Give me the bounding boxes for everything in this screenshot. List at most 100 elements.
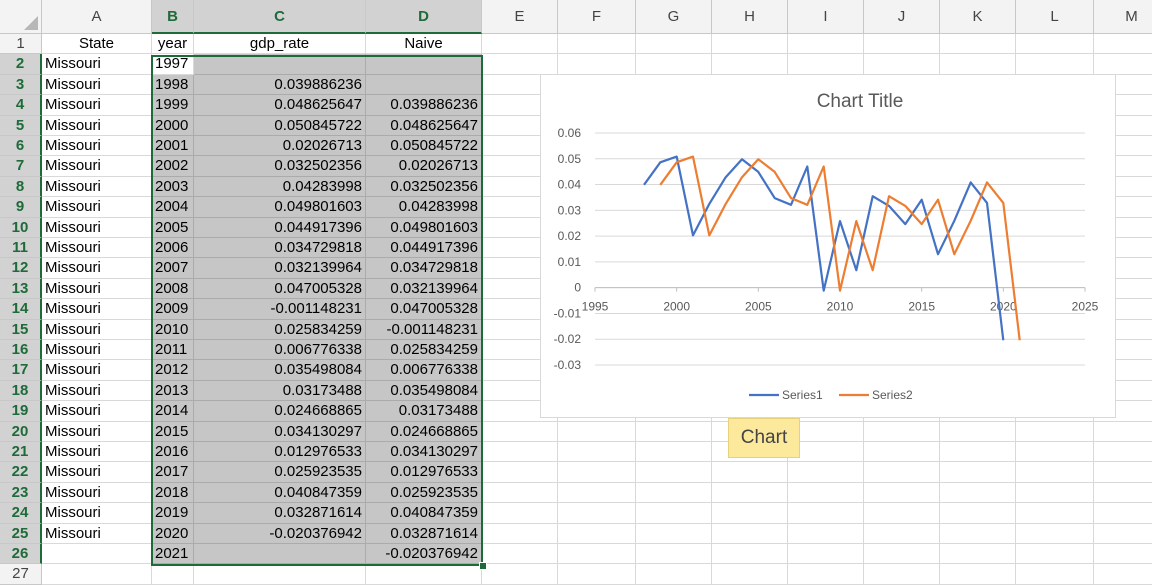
cell-e22[interactable] — [482, 462, 558, 483]
column-header-m[interactable]: M — [1094, 0, 1152, 34]
cell-d3[interactable] — [366, 74, 482, 96]
cell-c19[interactable]: 0.024668865 — [194, 401, 366, 422]
column-header-b[interactable]: B — [152, 0, 194, 34]
cell-k23[interactable] — [940, 482, 1016, 504]
cell-f20[interactable] — [558, 421, 636, 442]
cell-k20[interactable] — [940, 421, 1016, 442]
cell-g2[interactable] — [636, 54, 712, 75]
column-header-j[interactable]: J — [864, 0, 940, 34]
cell-e20[interactable] — [482, 421, 558, 442]
row-header-1[interactable]: 1 — [0, 34, 42, 55]
cell-d17[interactable]: 0.006776338 — [366, 360, 482, 381]
cell-m7[interactable] — [1094, 156, 1152, 177]
cell-l20[interactable] — [1016, 421, 1094, 442]
cell-j22[interactable] — [864, 462, 940, 483]
cell-a25[interactable]: Missouri — [42, 523, 152, 544]
cell-j23[interactable] — [864, 482, 940, 504]
cell-f2[interactable] — [558, 54, 636, 75]
cell-i26[interactable] — [788, 544, 864, 565]
cell-g21[interactable] — [636, 442, 712, 463]
cell-m9[interactable] — [1094, 197, 1152, 218]
cell-b15[interactable]: 2010 — [152, 319, 194, 340]
cell-a17[interactable]: Missouri — [42, 360, 152, 381]
fill-handle[interactable] — [479, 562, 487, 570]
cell-l22[interactable] — [1016, 462, 1094, 483]
row-header-7[interactable]: 7 — [0, 156, 42, 177]
cell-i21[interactable] — [788, 442, 864, 463]
cell-f1[interactable] — [558, 34, 636, 55]
cell-c12[interactable]: 0.032139964 — [194, 258, 366, 279]
cell-a5[interactable]: Missouri — [42, 115, 152, 136]
cell-b1[interactable]: year — [152, 34, 194, 55]
cell-j24[interactable] — [864, 503, 940, 524]
cell-b6[interactable]: 2001 — [152, 136, 194, 157]
cell-c1[interactable]: gdp_rate — [194, 34, 366, 55]
cell-m26[interactable] — [1094, 544, 1152, 565]
cell-d15[interactable]: -0.001148231 — [366, 319, 482, 340]
column-header-a[interactable]: A — [42, 0, 152, 34]
cell-b11[interactable]: 2006 — [152, 238, 194, 259]
cell-i25[interactable] — [788, 523, 864, 544]
cell-a19[interactable]: Missouri — [42, 401, 152, 422]
row-header-25[interactable]: 25 — [0, 523, 42, 544]
column-header-l[interactable]: L — [1016, 0, 1094, 34]
cell-j21[interactable] — [864, 442, 940, 463]
cell-a16[interactable]: Missouri — [42, 340, 152, 361]
cell-e23[interactable] — [482, 482, 558, 504]
cell-g20[interactable] — [636, 421, 712, 442]
cell-i2[interactable] — [788, 54, 864, 75]
cell-c3[interactable]: 0.039886236 — [194, 74, 366, 96]
cell-j2[interactable] — [864, 54, 940, 75]
row-header-6[interactable]: 6 — [0, 136, 42, 157]
cell-c23[interactable]: 0.040847359 — [194, 482, 366, 504]
row-header-22[interactable]: 22 — [0, 462, 42, 483]
cell-f22[interactable] — [558, 462, 636, 483]
cell-k1[interactable] — [940, 34, 1016, 55]
cell-h24[interactable] — [712, 503, 788, 524]
cell-e25[interactable] — [482, 523, 558, 544]
cell-d8[interactable]: 0.032502356 — [366, 176, 482, 198]
cell-g22[interactable] — [636, 462, 712, 483]
cell-d11[interactable]: 0.044917396 — [366, 238, 482, 259]
cell-c8[interactable]: 0.04283998 — [194, 176, 366, 198]
row-header-8[interactable]: 8 — [0, 176, 42, 198]
row-header-16[interactable]: 16 — [0, 340, 42, 361]
cell-a26[interactable] — [42, 544, 152, 565]
cell-d6[interactable]: 0.050845722 — [366, 136, 482, 157]
cell-e24[interactable] — [482, 503, 558, 524]
cell-k22[interactable] — [940, 462, 1016, 483]
cell-f25[interactable] — [558, 523, 636, 544]
cell-j26[interactable] — [864, 544, 940, 565]
cell-f23[interactable] — [558, 482, 636, 504]
cell-c21[interactable]: 0.012976533 — [194, 442, 366, 463]
cell-g23[interactable] — [636, 482, 712, 504]
cell-b10[interactable]: 2005 — [152, 217, 194, 238]
column-header-k[interactable]: K — [940, 0, 1016, 34]
row-header-20[interactable]: 20 — [0, 421, 42, 442]
column-header-h[interactable]: H — [712, 0, 788, 34]
cell-m2[interactable] — [1094, 54, 1152, 75]
row-header-9[interactable]: 9 — [0, 197, 42, 218]
cell-c7[interactable]: 0.032502356 — [194, 156, 366, 177]
cell-m24[interactable] — [1094, 503, 1152, 524]
cell-d19[interactable]: 0.03173488 — [366, 401, 482, 422]
cell-f24[interactable] — [558, 503, 636, 524]
cell-c2[interactable] — [194, 54, 366, 75]
cell-h22[interactable] — [712, 462, 788, 483]
cell-k21[interactable] — [940, 442, 1016, 463]
cell-g26[interactable] — [636, 544, 712, 565]
cell-c9[interactable]: 0.049801603 — [194, 197, 366, 218]
cell-d5[interactable]: 0.048625647 — [366, 115, 482, 136]
cell-a18[interactable]: Missouri — [42, 380, 152, 402]
cell-b5[interactable]: 2000 — [152, 115, 194, 136]
cell-j25[interactable] — [864, 523, 940, 544]
cell-b24[interactable]: 2019 — [152, 503, 194, 524]
cell-c22[interactable]: 0.025923535 — [194, 462, 366, 483]
cell-l23[interactable] — [1016, 482, 1094, 504]
cell-d10[interactable]: 0.049801603 — [366, 217, 482, 238]
cell-b12[interactable]: 2007 — [152, 258, 194, 279]
cell-b18[interactable]: 2013 — [152, 380, 194, 402]
cell-e1[interactable] — [482, 34, 558, 55]
row-header-4[interactable]: 4 — [0, 95, 42, 116]
row-header-13[interactable]: 13 — [0, 278, 42, 300]
